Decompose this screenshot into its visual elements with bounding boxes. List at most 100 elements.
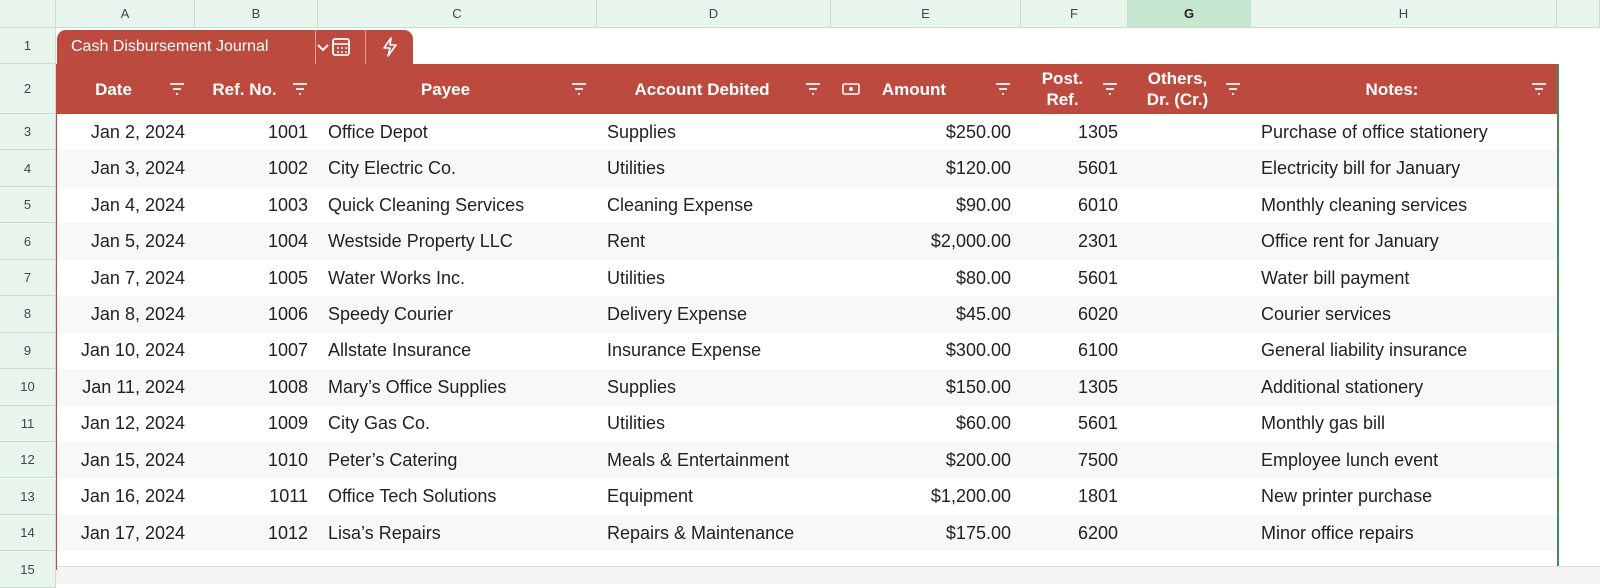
cell[interactable]: Utilities (607, 413, 666, 434)
cell[interactable]: Office Depot (328, 121, 428, 142)
cell[interactable]: Cleaning Expense (607, 194, 754, 215)
cell[interactable]: Office rent for January (1261, 231, 1439, 252)
cell[interactable]: 1305 (1077, 376, 1118, 397)
cell[interactable]: Minor office repairs (1261, 522, 1414, 543)
cell[interactable]: Jan 7, 2024 (90, 267, 185, 288)
cell[interactable]: 1010 (267, 449, 308, 470)
row-number[interactable]: 10 (0, 369, 56, 406)
row-number[interactable]: 1 (0, 28, 56, 64)
cell[interactable]: Peter’s Catering (328, 449, 458, 470)
cell[interactable]: 6100 (1077, 340, 1118, 361)
cell[interactable]: 1002 (267, 158, 308, 179)
cell[interactable]: 1011 (269, 486, 308, 507)
cell[interactable]: City Gas Co. (328, 413, 431, 434)
cell[interactable]: City Electric Co. (328, 158, 457, 179)
cell[interactable]: Monthly cleaning services (1261, 194, 1468, 215)
cell[interactable]: Courier services (1261, 303, 1392, 324)
column-header[interactable]: G (1128, 0, 1251, 28)
cell[interactable]: Mary’s Office Supplies (328, 376, 507, 397)
filter-icon[interactable] (571, 83, 587, 95)
cell[interactable]: Delivery Expense (607, 303, 748, 324)
cell[interactable]: $2,000.00 (930, 231, 1011, 252)
row-number[interactable]: 7 (0, 259, 56, 297)
cell[interactable]: 1009 (267, 413, 308, 434)
filter-icon[interactable] (1225, 83, 1241, 95)
column-header[interactable]: E (831, 0, 1021, 28)
cell[interactable]: Jan 15, 2024 (80, 449, 185, 470)
cell[interactable]: $90.00 (955, 194, 1011, 215)
row-number[interactable]: 6 (0, 223, 56, 260)
cell[interactable]: Purchase of office stationery (1261, 121, 1488, 142)
cell[interactable]: New printer purchase (1261, 486, 1433, 507)
dropdown-icon[interactable] (315, 39, 331, 55)
cell[interactable]: Quick Cleaning Services (328, 194, 525, 215)
cell[interactable]: Lisa’s Repairs (328, 522, 441, 543)
column-header[interactable]: F (1021, 0, 1128, 28)
cell[interactable]: 6200 (1077, 522, 1118, 543)
cell[interactable]: 1008 (267, 376, 308, 397)
cell[interactable]: Equipment (607, 486, 694, 507)
cell[interactable]: Utilities (607, 158, 666, 179)
cell[interactable]: $300.00 (945, 340, 1011, 361)
cell[interactable]: $80.00 (955, 267, 1011, 288)
cell[interactable]: $200.00 (945, 449, 1011, 470)
cell[interactable]: Employee lunch event (1261, 449, 1439, 470)
filter-icon[interactable] (292, 83, 308, 95)
automation-icon[interactable] (381, 37, 399, 57)
cell[interactable]: $150.00 (945, 376, 1011, 397)
cell[interactable]: Jan 12, 2024 (80, 413, 185, 434)
cell[interactable]: 7500 (1077, 449, 1118, 470)
row-number[interactable]: 14 (0, 514, 56, 552)
cell[interactable]: $250.00 (945, 121, 1011, 142)
column-header[interactable]: C (318, 0, 597, 28)
cell[interactable]: Additional stationery (1261, 376, 1424, 397)
cell[interactable]: 2301 (1077, 231, 1118, 252)
row-number[interactable]: 11 (0, 405, 56, 443)
cell[interactable]: Supplies (607, 376, 677, 397)
cell[interactable]: 1005 (267, 267, 308, 288)
cell[interactable]: Supplies (607, 121, 677, 142)
row-number[interactable]: 12 (0, 442, 56, 479)
filter-icon[interactable] (995, 83, 1011, 95)
corner[interactable] (0, 0, 56, 28)
cell[interactable]: Jan 5, 2024 (90, 231, 185, 252)
row-number[interactable]: 9 (0, 332, 56, 370)
cell[interactable]: 5601 (1077, 267, 1118, 288)
cell[interactable]: Utilities (607, 267, 666, 288)
row-number[interactable]: 4 (0, 150, 56, 187)
cell[interactable]: Water Works Inc. (328, 267, 466, 288)
row-number[interactable]: 8 (0, 296, 56, 333)
cell[interactable]: 1012 (267, 522, 308, 543)
filter-icon[interactable] (169, 83, 185, 95)
cell[interactable]: Insurance Expense (607, 340, 762, 361)
cell[interactable]: Repairs & Maintenance (607, 522, 795, 543)
cell[interactable]: Electricity bill for January (1261, 158, 1461, 179)
row-number[interactable]: 15 (0, 551, 56, 588)
cell[interactable]: 1001 (267, 121, 308, 142)
column-header[interactable]: A (56, 0, 195, 28)
cell[interactable]: Rent (607, 231, 646, 252)
cell[interactable]: $45.00 (955, 303, 1011, 324)
cell[interactable]: 5601 (1077, 158, 1118, 179)
scrollbar[interactable] (0, 566, 1600, 584)
cell[interactable]: $60.00 (955, 413, 1011, 434)
cell[interactable]: Jan 11, 2024 (82, 376, 185, 397)
cell[interactable]: General liability insurance (1261, 340, 1468, 361)
cell[interactable]: Jan 3, 2024 (90, 158, 185, 179)
cell[interactable]: 1006 (267, 303, 308, 324)
cell[interactable]: 6020 (1077, 303, 1118, 324)
cell[interactable]: Monthly gas bill (1261, 413, 1386, 434)
currency-icon[interactable] (842, 82, 860, 96)
cell[interactable]: Speedy Courier (328, 303, 454, 324)
cell[interactable]: Jan 16, 2024 (80, 486, 185, 507)
filter-icon[interactable] (1531, 83, 1547, 95)
cell[interactable]: Westside Property LLC (328, 231, 513, 252)
calc-icon[interactable] (331, 37, 351, 57)
filter-icon[interactable] (1102, 83, 1118, 95)
cell[interactable]: 1007 (267, 340, 308, 361)
cell[interactable]: Meals & Entertainment (607, 449, 790, 470)
table-tab[interactable]: Cash Disbursement Journal (57, 30, 413, 64)
cell[interactable]: $1,200.00 (930, 486, 1011, 507)
column-header[interactable]: H (1251, 0, 1557, 28)
cell[interactable]: 6010 (1077, 194, 1118, 215)
